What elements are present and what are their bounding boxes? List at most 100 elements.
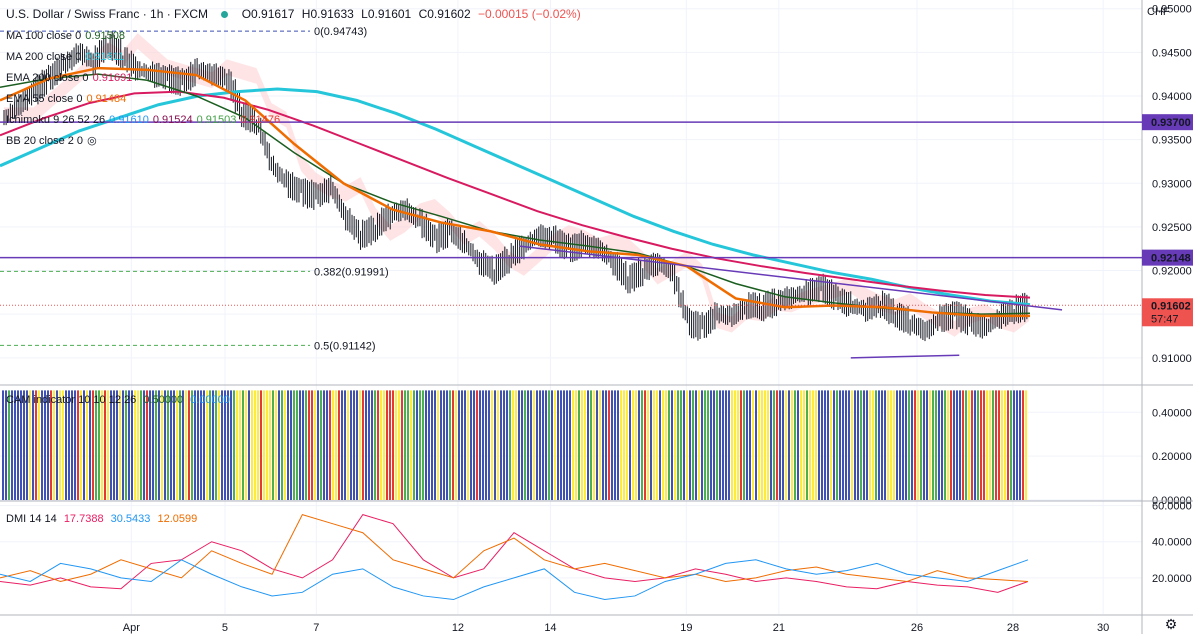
cam-bar	[701, 390, 703, 500]
cam-bar	[32, 390, 34, 500]
cam-bar	[599, 390, 601, 500]
cam-bar	[38, 390, 40, 500]
cam-bar	[695, 390, 697, 500]
cam-bar	[89, 390, 91, 500]
cam-bar	[995, 390, 997, 500]
cam-bar	[764, 390, 766, 500]
cam-bar	[950, 390, 952, 500]
cam-bar	[593, 390, 595, 500]
cam-bar	[251, 390, 253, 500]
cam-bar	[794, 390, 796, 500]
cam-bar	[980, 390, 982, 500]
cam-bar	[728, 390, 730, 500]
symbol-title[interactable]: U.S. Dollar / Swiss Franc · 1h · FXCM	[6, 7, 209, 21]
cam-bar	[944, 390, 946, 500]
dmi-plus-line	[0, 514, 1029, 583]
cam-bar	[788, 390, 790, 500]
cam-bar	[149, 390, 151, 500]
cam-bar	[575, 390, 577, 500]
legend-label: EMA 55 close 0	[6, 93, 83, 105]
chart-header: U.S. Dollar / Swiss Franc · 1h · FXCM O0…	[6, 7, 581, 21]
fib-level-label: 0.5(0.91142)	[314, 340, 376, 352]
cam-bar	[977, 390, 979, 500]
cam-bar	[527, 390, 529, 500]
cam-bar	[596, 390, 598, 500]
cam-bar	[41, 390, 43, 500]
cam-bar	[707, 390, 709, 500]
cam-bar	[191, 390, 193, 500]
legend-row[interactable]: MA 100 close 0 0.91508	[6, 29, 125, 43]
trendline	[850, 354, 960, 359]
cam-bar	[647, 390, 649, 500]
cam-bar	[389, 390, 391, 500]
cam-label: CAM indicator 10 10 12 26	[6, 394, 137, 406]
level-price-tag	[1142, 249, 1193, 266]
time-tick-label: 30	[1097, 622, 1109, 634]
settings-gear-icon[interactable]: ⚙	[1164, 616, 1178, 632]
cam-legend[interactable]: CAM indicator 10 10 12 26 0.50000 0.0000…	[6, 393, 230, 407]
cam-bar	[689, 390, 691, 500]
cam-bar	[731, 390, 733, 500]
cam-bar	[734, 390, 736, 500]
cam-bar	[179, 390, 181, 500]
cam-bar	[14, 390, 16, 500]
cam-bar	[533, 390, 535, 500]
legend-label: EMA 200 close 0	[6, 72, 89, 84]
eye-hidden-icon[interactable]: ◎	[87, 135, 97, 147]
cam-bar	[560, 390, 562, 500]
dmi-legend[interactable]: DMI 14 14 17.7388 30.5433 12.0599	[6, 512, 197, 526]
ma100-line	[0, 73, 1031, 315]
cam-bar	[167, 390, 169, 500]
cam-bar	[491, 390, 493, 500]
cam-bar	[524, 390, 526, 500]
cam-bar	[791, 390, 793, 500]
legend-row[interactable]: EMA 55 close 0 0.91484	[6, 92, 126, 106]
cam-bar	[92, 390, 94, 500]
cam-bar	[368, 390, 370, 500]
cam-bar	[953, 390, 955, 500]
cam-bar	[500, 390, 502, 500]
cam-value-1: 0.50000	[143, 394, 184, 406]
cam-bar	[185, 390, 187, 500]
cam-bar	[77, 390, 79, 500]
cam-bar	[746, 390, 748, 500]
cam-bar	[398, 390, 400, 500]
cam-bar	[833, 390, 835, 500]
cam-bar	[488, 390, 490, 500]
cam-bar	[347, 390, 349, 500]
cam-bar	[665, 390, 667, 500]
cam-bar	[494, 390, 496, 500]
cam-bar	[140, 390, 142, 500]
fib-level-label: 0(0.94743)	[314, 26, 367, 38]
legend-row[interactable]: EMA 200 close 0 0.91691	[6, 71, 132, 85]
cam-bar	[317, 390, 319, 500]
cam-bar	[890, 390, 892, 500]
cam-bar	[287, 390, 289, 500]
legend-value: 0.91610	[109, 114, 149, 126]
cam-bar	[215, 390, 217, 500]
cam-bar	[275, 390, 277, 500]
cam-bar	[239, 390, 241, 500]
cam-bar	[590, 390, 592, 500]
cam-bar	[866, 390, 868, 500]
cam-bar	[662, 390, 664, 500]
cam-bar	[854, 390, 856, 500]
cam-bar	[755, 390, 757, 500]
currency-button[interactable]: CHF	[1147, 6, 1170, 18]
cam-bar	[521, 390, 523, 500]
cam-bar	[983, 390, 985, 500]
legend-row[interactable]: MA 200 close 0 0.91611	[6, 50, 124, 64]
cam-bar	[800, 390, 802, 500]
legend-row[interactable]: Ichimoku 9 26 52 26 0.91610 0.91524 0.91503…	[6, 113, 280, 127]
cam-bar	[197, 390, 199, 500]
cam-bar	[146, 390, 148, 500]
time-tick-label: 28	[1007, 622, 1019, 634]
cam-bar	[740, 390, 742, 500]
cam-bar	[326, 390, 328, 500]
cam-bar	[386, 390, 388, 500]
cam-bar	[269, 390, 271, 500]
cam-bar	[23, 390, 25, 500]
legend-row[interactable]: BB 20 close 2 0 ◎	[6, 134, 97, 148]
ma200-line	[0, 87, 1031, 307]
